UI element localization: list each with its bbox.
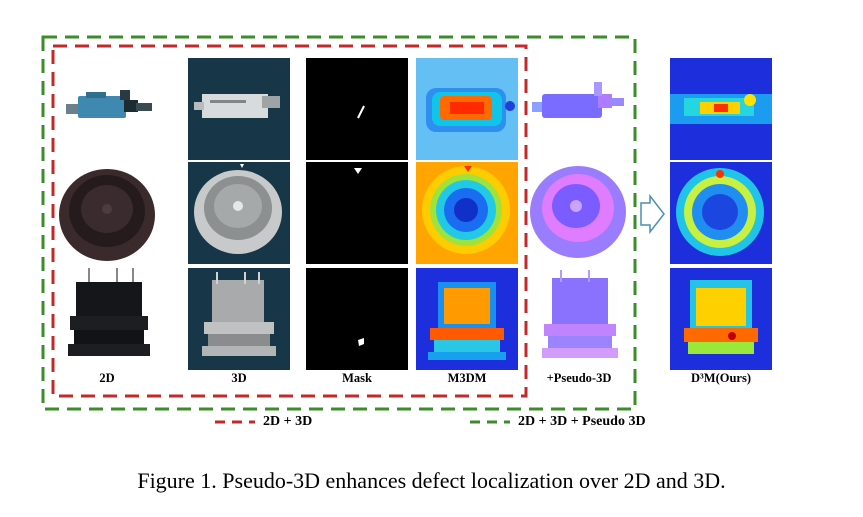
img-pseudo-block: [528, 268, 630, 370]
img-2d-block: [56, 268, 158, 370]
img-3d-switch: [188, 58, 290, 160]
red-dashed-frame: [51, 44, 528, 398]
img-d3m-block: [670, 268, 772, 370]
img-m3dm-cup: [416, 162, 518, 264]
red-dash-swatch: [215, 420, 255, 424]
img-2d-switch: [56, 62, 158, 164]
legend-green-label: 2D + 3D + Pseudo 3D: [518, 414, 646, 429]
img-pseudo-cup: [528, 162, 630, 264]
legend-red: 2D + 3D: [215, 414, 312, 430]
img-d3m-cup: [670, 162, 772, 264]
figure-caption: Figure 1. Pseudo-3D enhances defect loca…: [137, 468, 726, 493]
label-m3dm: M3DM: [447, 371, 487, 385]
img-mask-block: [306, 268, 408, 370]
label-3d: 3D: [231, 371, 247, 385]
label-mask: Mask: [342, 371, 372, 385]
label-d3m-ours: D³M(Ours): [691, 371, 751, 385]
img-m3dm-block: [416, 268, 518, 370]
legend-red-label: 2D + 3D: [263, 414, 313, 429]
img-3d-block: [188, 268, 290, 370]
arrow-icon: [640, 193, 665, 235]
label-pseudo-3d: +Pseudo-3D: [546, 371, 612, 385]
img-pseudo-switch: [528, 58, 630, 160]
img-d3m-switch: [670, 58, 772, 160]
img-3d-cup: [188, 162, 290, 264]
img-mask-cup: [306, 162, 408, 264]
img-mask-switch: [306, 58, 408, 160]
green-dashed-frame: [41, 35, 637, 411]
img-2d-cup: [56, 165, 158, 267]
img-m3dm-switch: [416, 58, 518, 160]
legend-green: 2D + 3D + Pseudo 3D: [470, 414, 646, 430]
label-2d: 2D: [99, 371, 115, 385]
green-dash-swatch: [470, 420, 510, 424]
